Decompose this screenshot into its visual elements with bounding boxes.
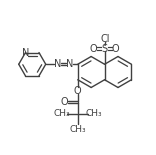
Text: O: O: [61, 97, 68, 107]
Text: N: N: [66, 59, 73, 69]
Text: S: S: [102, 44, 108, 54]
Text: O: O: [112, 44, 119, 54]
Text: O: O: [74, 86, 82, 96]
Text: CH₃: CH₃: [85, 109, 102, 118]
Text: CH₃: CH₃: [53, 109, 70, 118]
Text: N: N: [22, 48, 29, 58]
Text: CH₃: CH₃: [69, 125, 86, 134]
Text: Cl: Cl: [101, 34, 110, 44]
Text: N: N: [54, 59, 61, 69]
Text: O: O: [90, 44, 97, 54]
